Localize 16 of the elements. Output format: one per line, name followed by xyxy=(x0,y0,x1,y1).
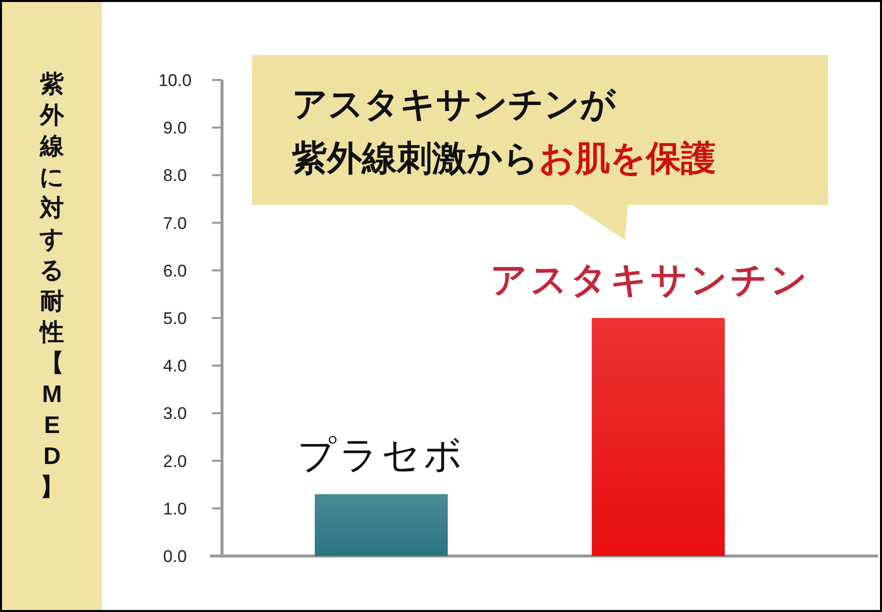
y-tick-label: 1.0 xyxy=(163,499,187,518)
y-tick-label: 2.0 xyxy=(163,452,187,471)
annotation: アスタキサンチンが xyxy=(292,85,617,124)
x-tick-label: プラセボ xyxy=(297,435,466,478)
y-tick-label: 4.0 xyxy=(163,356,187,376)
y-tick-label: 9.0 xyxy=(163,118,187,138)
y-tick-label: 6.0 xyxy=(163,261,187,280)
y-tick-label: 8.0 xyxy=(163,166,187,186)
y-tick-label: 5.0 xyxy=(163,309,187,328)
y-tick-label: 7.0 xyxy=(163,214,187,233)
y-tick-label: 10.0 xyxy=(158,71,192,90)
y-tick-label: 0.0 xyxy=(163,547,187,566)
y-tick-label: 3.0 xyxy=(163,404,187,424)
annotation: 紫外線刺激からお肌を保護 xyxy=(291,139,716,178)
x-tick-label: アスタキサンチン xyxy=(490,259,810,300)
text: 紫外線に対する耐性【MED】 xyxy=(40,71,64,501)
